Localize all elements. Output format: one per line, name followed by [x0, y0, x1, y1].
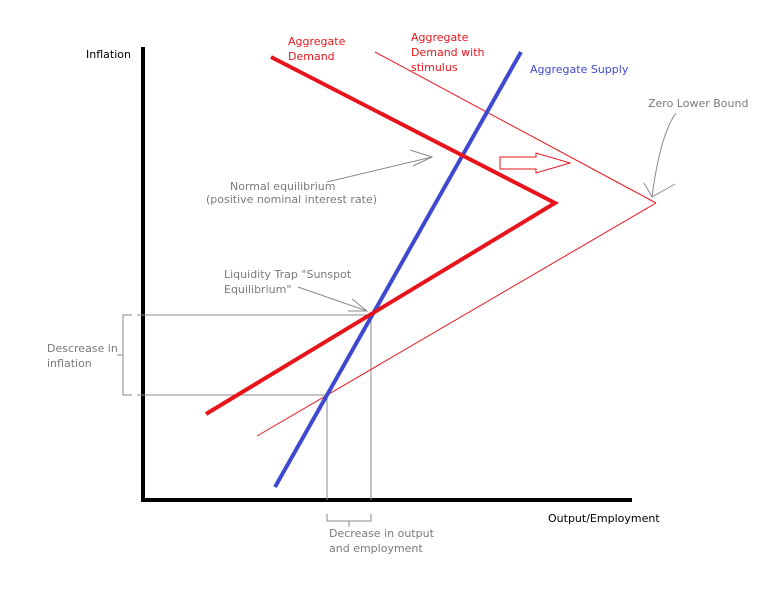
liquidity-trap-label: Liquidity Trap "Sunspot Equilibrium" [224, 268, 355, 296]
x-axis-label: Output/Employment [548, 512, 660, 525]
normal-equilibrium-label: Normal equilibrium (positive nominal int… [206, 180, 377, 206]
zero-lower-bound-curve [256, 202, 657, 437]
decrease-output-label: Decrease in output and employment [329, 527, 437, 555]
aggregate-supply-curve [273, 51, 523, 488]
annotation-arrows [297, 112, 677, 312]
inflation-bracket [117, 314, 132, 396]
zero-lower-bound-label: Zero Lower Bound [648, 97, 748, 110]
shift-arrow-icon [499, 152, 572, 174]
aggregate-demand-label: Aggregate Demand [288, 35, 349, 63]
decrease-inflation-label: Descrease in inflation [47, 342, 121, 370]
y-axis-label: Inflation [86, 48, 131, 61]
aggregate-demand-curve [204, 55, 560, 416]
aggregate-demand-stimulus-curve [374, 51, 657, 204]
aggregate-supply-label: Aggregate Supply [530, 63, 629, 76]
output-bracket [326, 514, 372, 527]
equilibrium-guides [137, 314, 372, 500]
aggregate-demand-stimulus-label: Aggregate Demand with stimulus [411, 31, 488, 74]
